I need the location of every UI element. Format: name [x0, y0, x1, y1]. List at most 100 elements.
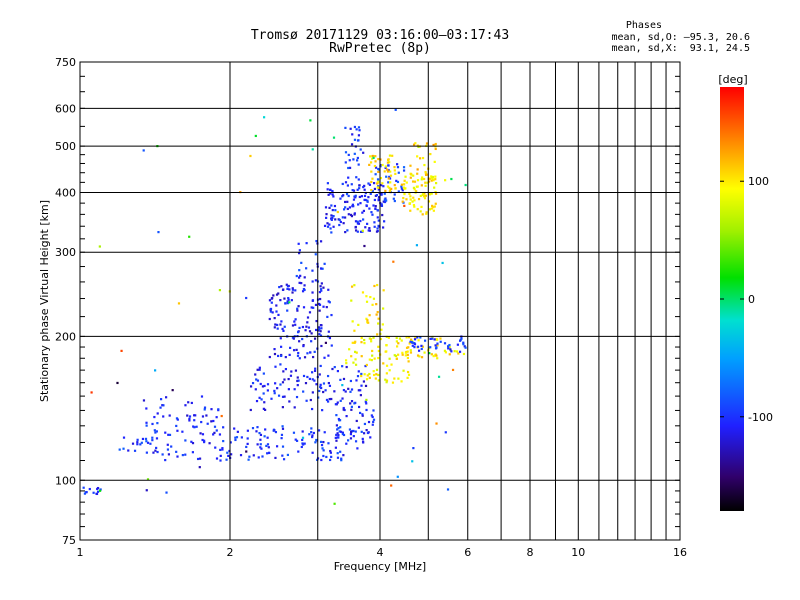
data-point — [239, 454, 243, 457]
data-point — [365, 402, 368, 405]
data-point — [279, 323, 282, 326]
data-point — [357, 163, 360, 166]
data-point — [274, 382, 277, 385]
data-point — [345, 362, 348, 365]
data-point — [277, 313, 280, 317]
data-point — [296, 384, 299, 387]
data-point — [342, 406, 345, 410]
data-point — [321, 447, 324, 450]
data-point — [297, 276, 301, 279]
data-point — [171, 389, 174, 392]
data-point — [310, 306, 313, 309]
data-point — [319, 285, 322, 288]
data-point — [339, 450, 342, 453]
data-point — [263, 435, 266, 438]
data-point — [314, 253, 317, 256]
data-point — [373, 187, 377, 191]
data-point — [286, 287, 289, 291]
data-point — [435, 182, 438, 185]
data-point — [327, 354, 330, 357]
data-point — [407, 373, 411, 376]
data-point — [370, 414, 373, 417]
data-point — [175, 417, 179, 420]
data-point — [417, 349, 421, 352]
data-point — [319, 383, 322, 386]
data-point — [275, 445, 279, 448]
data-point — [372, 418, 376, 421]
data-point — [260, 447, 263, 450]
data-point — [433, 338, 436, 341]
data-point — [330, 455, 333, 458]
data-point — [376, 216, 379, 219]
data-point — [313, 369, 317, 372]
x-tick-label: 6 — [464, 546, 471, 559]
data-point — [274, 365, 277, 368]
data-point — [319, 330, 322, 333]
data-point — [371, 189, 374, 193]
data-point — [395, 340, 398, 343]
data-point — [404, 187, 407, 190]
y-axis-label: Stationary phase Virtual Height [km] — [38, 200, 51, 402]
data-point — [255, 378, 258, 381]
data-point — [352, 361, 355, 364]
data-point — [393, 199, 396, 203]
data-point — [301, 438, 304, 442]
data-point — [281, 454, 284, 457]
data-point — [412, 174, 415, 177]
data-point — [228, 449, 231, 453]
data-point — [236, 430, 239, 433]
data-point — [353, 152, 356, 155]
data-point — [410, 338, 413, 341]
data-point — [145, 451, 148, 454]
data-point — [430, 192, 433, 195]
data-point — [318, 389, 321, 393]
data-point — [368, 372, 371, 376]
data-point — [434, 344, 437, 347]
data-point — [274, 430, 278, 434]
data-point — [330, 218, 333, 222]
data-point — [381, 182, 384, 185]
data-point — [296, 331, 300, 334]
data-point — [205, 414, 208, 417]
data-point — [287, 377, 290, 381]
data-point — [368, 337, 371, 340]
data-point — [270, 397, 273, 400]
data-point — [342, 194, 345, 197]
data-point — [385, 350, 388, 353]
data-point — [118, 448, 121, 451]
data-point — [299, 274, 302, 277]
data-point — [301, 290, 305, 293]
data-point — [379, 177, 383, 180]
data-point — [324, 341, 328, 344]
data-point — [344, 216, 347, 219]
data-point — [144, 437, 148, 440]
data-point — [311, 451, 314, 454]
data-point — [316, 458, 319, 461]
data-point — [372, 181, 376, 185]
data-point — [400, 187, 403, 190]
data-point — [271, 311, 274, 314]
data-point — [420, 347, 423, 351]
data-point — [388, 369, 391, 372]
data-point — [317, 326, 321, 329]
data-point — [245, 296, 248, 300]
data-point — [327, 288, 330, 291]
data-point — [286, 453, 290, 457]
data-point — [375, 368, 379, 371]
data-point — [325, 455, 328, 459]
data-point — [282, 370, 285, 373]
data-point — [360, 372, 363, 376]
data-point — [388, 161, 391, 164]
data-point — [388, 357, 391, 360]
data-point — [406, 356, 410, 360]
data-point — [320, 443, 324, 447]
data-point — [328, 384, 332, 387]
data-point — [427, 200, 431, 203]
data-point — [360, 336, 363, 340]
data-point — [382, 185, 385, 188]
data-point — [361, 229, 364, 232]
phases-o-stats: mean, sd,O: –95.3, 20.6 — [611, 32, 750, 43]
data-point — [327, 381, 330, 385]
data-point — [394, 354, 398, 358]
data-point — [188, 235, 191, 238]
